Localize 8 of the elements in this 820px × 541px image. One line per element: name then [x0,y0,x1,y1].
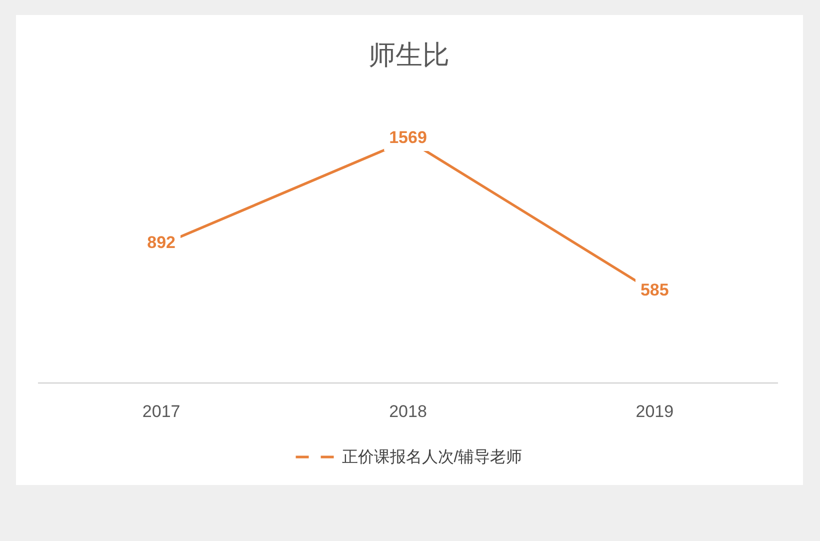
x-tick-label: 2019 [636,402,674,421]
data-label: 892 [147,232,176,252]
data-label: 1569 [389,128,427,147]
legend-label: 正价课报名人次/辅导老师 [342,449,522,466]
data-label: 585 [640,280,669,300]
title: 师生比 [368,40,450,70]
x-tick-label: 2018 [389,402,427,421]
x-tick-label: 2017 [142,402,180,421]
